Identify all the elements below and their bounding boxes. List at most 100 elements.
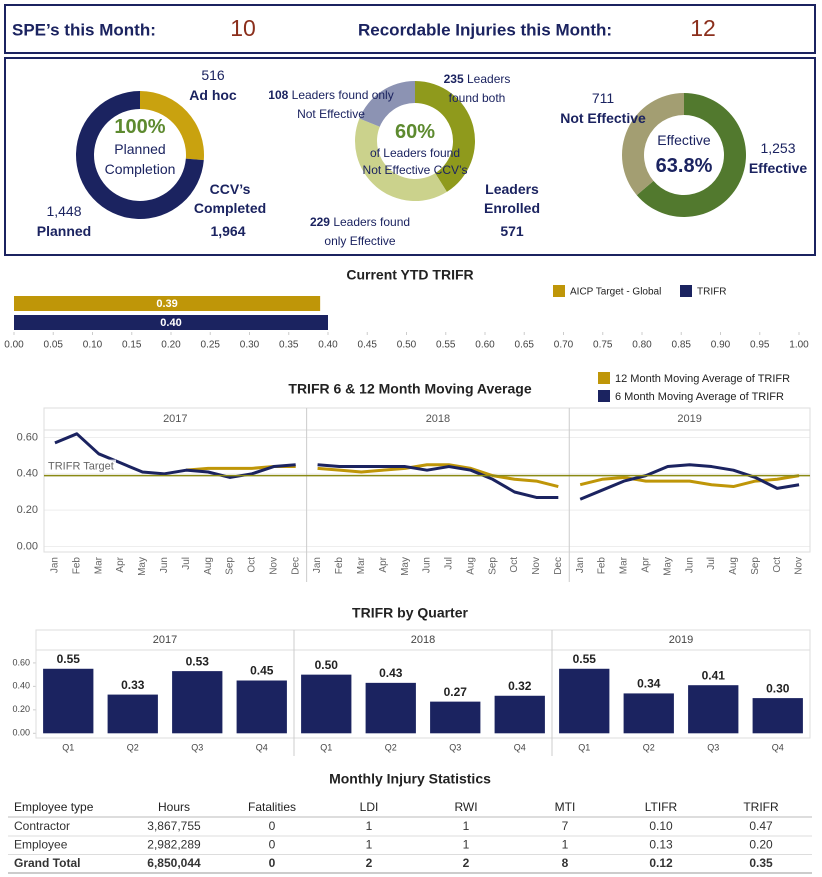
x-tick-label: Q3 bbox=[449, 742, 461, 752]
bar-label: 0.41 bbox=[702, 668, 726, 682]
header-label: SPE’s this Month: bbox=[12, 20, 156, 39]
x-tick-label: 0.15 bbox=[122, 340, 142, 351]
header-label: Recordable Injuries this Month: bbox=[358, 20, 612, 39]
table-cell: 7 bbox=[562, 819, 569, 833]
donut-label: 1,253 bbox=[743, 139, 813, 158]
donut-text: 1,448 bbox=[46, 203, 82, 219]
legend-swatch bbox=[680, 285, 692, 297]
donut-label: Not Effective bbox=[548, 109, 658, 128]
table-header: Fatalities bbox=[248, 800, 296, 814]
donut-label: 1,964 bbox=[188, 222, 268, 241]
x-tick-label: Dec bbox=[290, 557, 301, 575]
x-tick-label: 0.40 bbox=[318, 340, 338, 351]
bar bbox=[752, 698, 803, 734]
x-tick-label: Aug bbox=[203, 557, 214, 575]
plot-frame bbox=[43, 407, 811, 553]
donut-segment bbox=[415, 81, 476, 192]
bar bbox=[14, 315, 328, 330]
donut-text: 235 bbox=[443, 72, 464, 86]
x-tick-label: Mar bbox=[356, 556, 367, 574]
donut-label: 60% bbox=[375, 119, 455, 145]
legend-label: TRIFR bbox=[697, 287, 726, 298]
donut-text: 1,964 bbox=[210, 223, 246, 239]
x-tick-label: 0.35 bbox=[279, 340, 299, 351]
table-cell: 0 bbox=[269, 819, 276, 833]
x-tick-label: Jul bbox=[181, 557, 192, 570]
donut-segment bbox=[621, 93, 684, 196]
donut-text: Leaders found both bbox=[448, 72, 511, 105]
table-cell: 2,982,289 bbox=[147, 838, 201, 852]
table-header: MTI bbox=[555, 800, 576, 814]
x-tick-label: Sep bbox=[225, 557, 236, 575]
reference-label-bg bbox=[46, 459, 116, 473]
table-cell: 2 bbox=[366, 856, 373, 870]
facet-label: 2018 bbox=[411, 634, 435, 646]
line-series bbox=[579, 463, 800, 501]
bar bbox=[365, 682, 416, 734]
bar bbox=[14, 296, 321, 311]
header-value: 10 bbox=[230, 15, 256, 41]
x-tick-label: Nov bbox=[531, 557, 542, 575]
x-tick-label: Oct bbox=[772, 557, 783, 573]
donut-label: Planned Completion bbox=[95, 139, 185, 179]
y-tick-label: 0.40 bbox=[12, 681, 30, 691]
donut-text: 516 bbox=[201, 67, 225, 83]
donut-text: Leaders found only Effective bbox=[324, 215, 411, 248]
x-tick-label: Q3 bbox=[191, 742, 203, 752]
x-tick-label: 1.00 bbox=[789, 340, 809, 351]
donut-text: 571 bbox=[500, 223, 524, 239]
y-tick-label: 0.60 bbox=[12, 657, 30, 667]
legend-swatch bbox=[598, 390, 610, 402]
x-tick-label: Jul bbox=[706, 557, 717, 570]
donut-label: of Leaders found Not Effective CCV’s bbox=[359, 145, 471, 179]
legend-swatch bbox=[553, 285, 565, 297]
table-cell: 0.20 bbox=[749, 838, 773, 852]
x-tick-label: Q1 bbox=[320, 742, 332, 752]
bar-label: 0.40 bbox=[160, 317, 181, 329]
x-tick-label: 0.20 bbox=[161, 340, 181, 351]
bar-label: 0.53 bbox=[186, 654, 210, 668]
donut-label: Effective bbox=[639, 131, 729, 150]
x-tick-label: 0.95 bbox=[750, 340, 770, 351]
x-tick-label: Q1 bbox=[578, 742, 590, 752]
donut-segment bbox=[354, 118, 447, 202]
bar bbox=[494, 695, 545, 734]
table-header: TRIFR bbox=[743, 800, 779, 814]
donut-text: 711 bbox=[591, 90, 615, 106]
donut-text: Not Effective bbox=[560, 110, 646, 126]
donut-segment bbox=[359, 81, 415, 127]
donut-text: Planned bbox=[36, 223, 92, 239]
x-tick-label: Apr bbox=[640, 556, 651, 572]
donut-text: 63.8% bbox=[655, 155, 713, 177]
x-tick-label: Dec bbox=[553, 557, 564, 575]
line-series bbox=[317, 463, 559, 499]
table-cell: 1 bbox=[463, 838, 470, 852]
bar-label: 0.27 bbox=[444, 685, 468, 699]
donut-label: 516 bbox=[173, 66, 253, 85]
bar-label: 0.55 bbox=[57, 652, 81, 666]
x-tick-label: 0.85 bbox=[672, 340, 692, 351]
legend-label: 12 Month Moving Average of TRIFR bbox=[615, 373, 790, 385]
x-tick-label: 0.05 bbox=[44, 340, 64, 351]
facet-label: 2019 bbox=[669, 634, 693, 646]
table-cell: 6,850,044 bbox=[147, 856, 201, 870]
x-tick-label: Jun bbox=[159, 557, 170, 573]
x-tick-label: Aug bbox=[728, 557, 739, 575]
x-tick-label: Mar bbox=[93, 556, 104, 574]
reference-label: TRIFR Target bbox=[48, 461, 114, 473]
x-tick-label: Oct bbox=[509, 557, 520, 573]
header-value: 12 bbox=[690, 15, 716, 41]
table-cell: 0.35 bbox=[749, 856, 773, 870]
x-tick-label: 0.55 bbox=[436, 340, 456, 351]
x-tick-label: Q3 bbox=[707, 742, 719, 752]
donut-segment bbox=[636, 93, 746, 218]
table-header: RWI bbox=[454, 800, 477, 814]
x-tick-label: Nov bbox=[794, 557, 805, 575]
x-tick-label: Feb bbox=[597, 557, 608, 575]
x-tick-label: May bbox=[137, 557, 148, 576]
y-tick-label: 0.60 bbox=[17, 431, 38, 443]
bar bbox=[107, 694, 158, 734]
donut-label: 63.8% bbox=[639, 153, 729, 179]
line-series bbox=[317, 463, 559, 489]
donut-text: 100% bbox=[114, 116, 166, 138]
